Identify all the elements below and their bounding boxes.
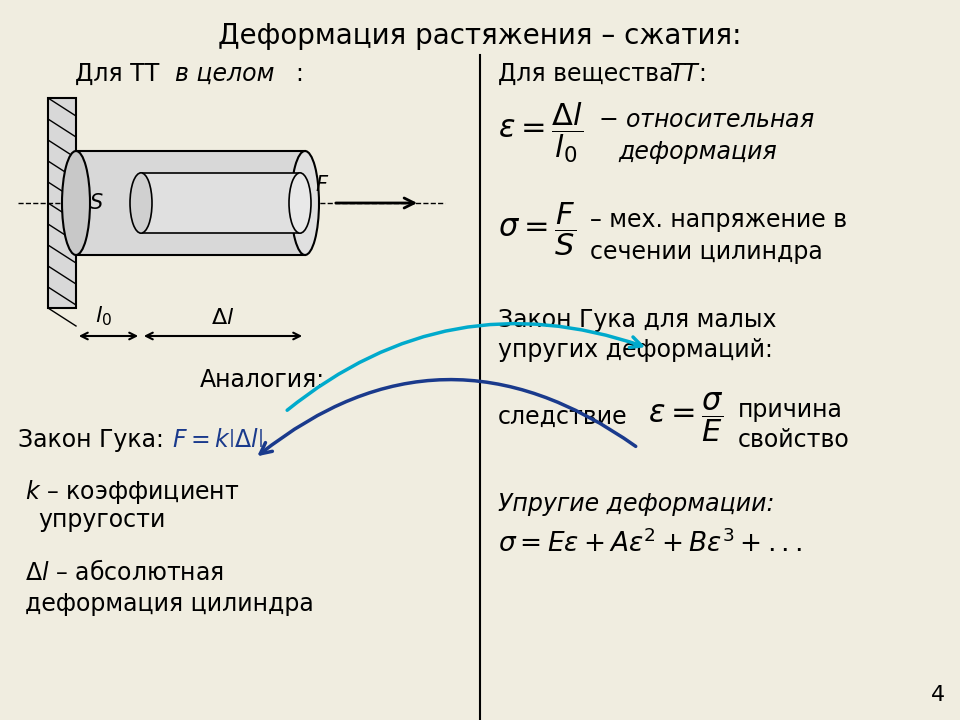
Text: $k$ – коэффициент: $k$ – коэффициент [25,478,239,506]
FancyArrowPatch shape [287,323,641,410]
Text: Для вещества: Для вещества [498,62,681,86]
Text: $\Delta l$ – абсолютная: $\Delta l$ – абсолютная [25,560,224,585]
Polygon shape [141,173,300,233]
Text: $\varepsilon = \dfrac{\Delta l}{l_0}$: $\varepsilon = \dfrac{\Delta l}{l_0}$ [498,100,584,165]
Text: Закон Гука для малых: Закон Гука для малых [498,308,777,332]
Text: 4: 4 [931,685,945,705]
Text: Для ТТ: Для ТТ [75,62,167,86]
Text: F: F [315,175,327,195]
Text: $l_0$: $l_0$ [95,305,112,328]
Text: S: S [90,193,104,213]
Text: ТТ: ТТ [670,62,699,86]
FancyArrowPatch shape [260,379,636,454]
Text: деформация: деформация [618,140,777,164]
Text: Упругие деформации:: Упругие деформации: [498,492,775,516]
FancyArrowPatch shape [336,198,414,208]
Text: $\sigma = E\varepsilon + A\varepsilon^2 + B\varepsilon^3 + ...$: $\sigma = E\varepsilon + A\varepsilon^2 … [498,530,802,559]
Text: $\sigma = \dfrac{F}{S}$: $\sigma = \dfrac{F}{S}$ [498,200,576,258]
Text: Аналогия:: Аналогия: [200,368,325,392]
FancyArrowPatch shape [146,333,300,339]
Ellipse shape [62,151,90,255]
Text: $\Delta l$: $\Delta l$ [211,308,234,328]
Text: упругости: упругости [38,508,165,532]
Text: Закон Гука:: Закон Гука: [18,428,172,452]
Text: свойство: свойство [738,428,850,452]
Text: $F = k\left|\Delta l\right|$: $F = k\left|\Delta l\right|$ [172,428,263,452]
Ellipse shape [130,173,152,233]
Ellipse shape [289,173,311,233]
Text: упругих деформаций:: упругих деформаций: [498,338,773,362]
Text: следствие: следствие [498,405,628,429]
FancyArrowPatch shape [81,333,136,339]
Ellipse shape [291,151,319,255]
Polygon shape [76,151,305,255]
Text: причина: причина [738,398,843,422]
Text: деформация цилиндра: деформация цилиндра [25,592,314,616]
Text: :: : [295,62,302,86]
Text: – мех. напряжение в: – мех. напряжение в [590,208,847,232]
Text: сечении цилиндра: сечении цилиндра [590,240,823,264]
Text: Деформация растяжения – сжатия:: Деформация растяжения – сжатия: [218,22,742,50]
Polygon shape [48,98,76,308]
Text: в целом: в целом [175,62,275,86]
Text: :: : [698,62,706,86]
Text: $\varepsilon = \dfrac{\sigma}{E}$: $\varepsilon = \dfrac{\sigma}{E}$ [648,390,724,444]
Text: $-$ относительная: $-$ относительная [598,108,814,132]
